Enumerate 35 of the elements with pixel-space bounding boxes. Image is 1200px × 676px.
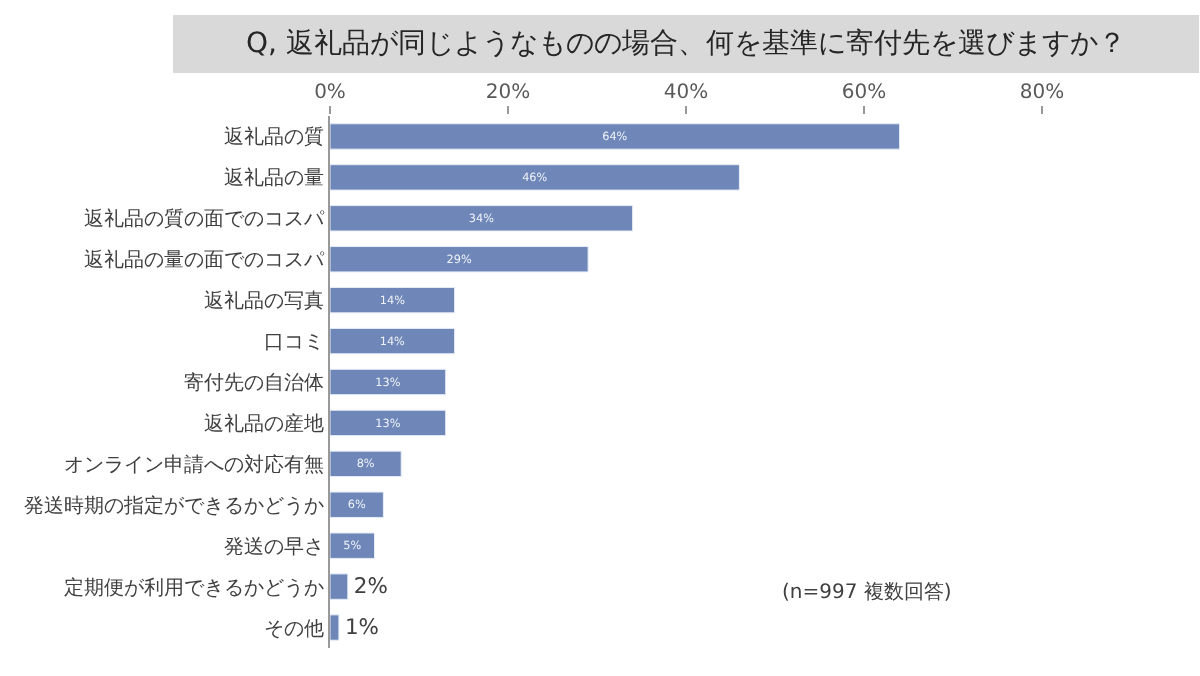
y-tick-label: 返礼品の質 (224, 125, 324, 150)
y-tick-label: 返礼品の量の面でのコスパ (84, 248, 326, 273)
bar (330, 368, 447, 396)
x-tick-label: 0% (314, 82, 346, 104)
y-tick-label: 口コミ (264, 332, 324, 355)
bar (330, 532, 375, 559)
bar (330, 450, 402, 478)
y-tick-label: オンライン申請への対応有無 (64, 452, 324, 477)
y-tick-label: 返礼品の写真 (204, 289, 324, 314)
y-tick-label: 返礼品の量 (224, 166, 324, 191)
y-tick-label: その他 (264, 616, 324, 641)
bar (330, 409, 447, 437)
data-label: 1% (344, 614, 379, 641)
bar (330, 205, 634, 232)
y-tick-label: 返礼品の質の面でのコスパ (84, 207, 326, 232)
y-tick-label: 発送の早さ (224, 534, 324, 559)
y-tick-label: 寄付先の自治体 (184, 371, 324, 395)
x-tick-label: 80% (1019, 82, 1065, 104)
annotation: (n=997 複数回答) (782, 580, 952, 604)
x-tick-label: 20% (485, 82, 531, 104)
y-tick-label: 定期便が利用できるかどうか (64, 575, 324, 600)
bar (330, 327, 456, 355)
bar (330, 164, 740, 191)
bar (330, 246, 589, 273)
x-tick-label: 60% (841, 82, 887, 104)
bar (330, 573, 349, 600)
data-label: 2% (353, 573, 388, 600)
bar (330, 286, 456, 314)
bar (330, 491, 384, 518)
bar (330, 123, 901, 150)
y-tick-label: 返礼品の産地 (204, 411, 324, 436)
x-tick-label: 40% (663, 82, 709, 104)
y-tick-label: 発送時期の指定ができるかどうか (24, 493, 324, 518)
chart-title: Q, 返礼品が同じようなものの場合、何を基準に寄付先を選びますか？ (246, 28, 1126, 60)
bar (330, 614, 340, 641)
